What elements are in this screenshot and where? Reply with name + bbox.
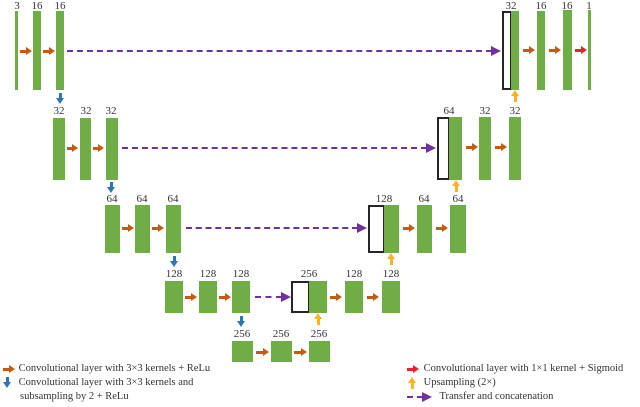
concatenated-map-box [368,205,385,253]
channel-label: 3 [14,0,20,12]
conv-relu-arrow-icon [256,348,269,356]
feature-map [449,117,462,180]
conv-relu-arrow-icon [152,224,164,232]
feature-map [56,11,64,90]
legend-conv-downsample: Convolutional layer with 3×3 kernels and… [2,376,193,404]
conv-relu-arrow-icon [93,144,104,152]
channel-label: 128 [345,268,363,280]
skip-connection-arrow-icon [255,292,291,302]
feature-map [105,205,120,253]
channel-label: 256 [300,268,318,280]
channel-label: 128 [382,268,400,280]
channel-label: 16 [54,0,66,12]
feature-map [106,118,118,180]
conv-sigmoid-arrow-icon [575,46,587,54]
conv-relu-arrow-icon [436,224,448,232]
feature-map [382,281,400,313]
conv-relu-arrow-icon [219,293,231,301]
conv-relu-arrow-icon [20,47,32,55]
channel-label: 128 [199,268,217,280]
channel-label: 64 [106,193,118,205]
channel-label: 1 [586,0,592,12]
channel-label: 32 [53,105,65,117]
conv-relu-arrow-icon [549,46,561,54]
downsample-arrow-icon [170,256,178,267]
channel-label: 256 [310,328,328,340]
skip-connection-arrow-icon [122,143,436,153]
conv-relu-arrow-icon [466,143,478,151]
skip-connection-arrow-icon [186,223,367,233]
feature-map [563,10,572,90]
upsample-arrow-icon [405,376,421,389]
conv-relu-arrow-icon [330,293,342,301]
feature-map [232,281,250,313]
channel-label: 32 [509,105,521,117]
downsample-arrow-icon [107,182,115,193]
channel-label: 32 [505,0,517,12]
channel-label: 32 [105,105,117,117]
feature-map [166,205,181,253]
upsample-arrow-icon [452,180,460,192]
feature-map [479,117,491,180]
concatenated-map-box [291,281,310,313]
channel-label: 16 [561,0,573,12]
downsample-arrow-icon [56,93,64,104]
skip-connection-arrow-icon [405,391,437,402]
channel-label: 16 [31,0,43,12]
conv-relu-arrow-icon [2,364,16,374]
feature-map [165,281,183,313]
legend-upsampling: Upsampling (2×) [405,376,496,390]
legend-transfer: Transfer and concatenation [405,390,553,404]
feature-map [309,281,327,313]
downsample-arrow-icon [2,376,16,389]
upsample-arrow-icon [314,313,322,325]
channel-label: 64 [167,193,179,205]
feature-map [135,205,150,253]
channel-label: 64 [136,193,148,205]
feature-map [80,118,91,180]
feature-map [33,11,41,90]
channel-label: 256 [233,328,251,340]
legend-conv-relu: Convolutional layer with 3×3 kernels + R… [2,362,210,376]
upsample-arrow-icon [511,90,519,102]
conv-sigmoid-arrow-icon [405,364,421,374]
feature-map [417,205,432,253]
conv-relu-arrow-icon [403,224,415,232]
channel-label: 16 [535,0,547,12]
channel-label: 32 [80,105,92,117]
conv-relu-arrow-icon [523,46,535,54]
feature-map [509,117,521,180]
conv-relu-arrow-icon [294,348,307,356]
skip-connection-arrow-icon [67,46,501,56]
legend-conv-sigmoid: Convolutional layer with 1×1 kernel + Si… [405,362,623,376]
channel-label: 128 [232,268,250,280]
feature-map [271,341,292,362]
channel-label: 128 [375,193,393,205]
feature-map [53,118,65,180]
conv-relu-arrow-icon [495,143,507,151]
feature-map [15,11,18,90]
feature-map [588,10,591,90]
channel-label: 64 [452,193,464,205]
conv-relu-arrow-icon [67,144,78,152]
feature-map [199,281,217,313]
channel-label: 64 [443,105,455,117]
feature-map [232,341,253,362]
feature-map [511,11,519,90]
conv-relu-arrow-icon [367,293,379,301]
feature-map [537,11,545,90]
conv-relu-arrow-icon [122,224,134,232]
channel-label: 32 [479,105,491,117]
channel-label: 128 [165,268,183,280]
feature-map [345,281,363,313]
feature-map [450,205,466,253]
feature-map [384,205,399,253]
conv-relu-arrow-icon [185,293,197,301]
channel-label: 64 [418,193,430,205]
downsample-arrow-icon [237,316,245,327]
conv-relu-arrow-icon [43,47,55,55]
feature-map [309,341,330,362]
upsample-arrow-icon [387,253,395,265]
channel-label: 256 [272,328,290,340]
